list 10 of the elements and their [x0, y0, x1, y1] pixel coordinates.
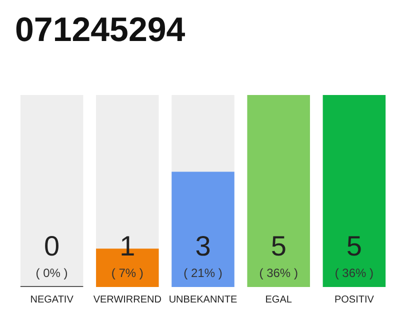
x-tick-label: POSITIV — [334, 294, 374, 306]
x-tick-label: NEGATIV — [30, 294, 74, 306]
data-label: 5 ( 36% ) — [259, 230, 298, 280]
data-label: 3 ( 21% ) — [184, 230, 222, 280]
x-tick-label: UNBEKANNTE — [168, 294, 238, 306]
data-label: 0 ( 0% ) — [36, 230, 68, 280]
x-tick-label: EGAL — [265, 294, 292, 306]
data-label: 5 ( 36% ) — [334, 230, 374, 280]
x-tick-label: VERWIRREND — [93, 294, 162, 306]
chart-title: 071245294 — [15, 11, 186, 49]
